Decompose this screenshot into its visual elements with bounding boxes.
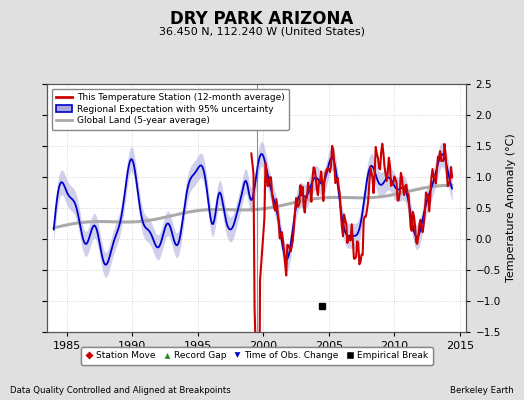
Y-axis label: Temperature Anomaly (°C): Temperature Anomaly (°C) — [506, 134, 516, 282]
Text: Berkeley Earth: Berkeley Earth — [450, 386, 514, 395]
Text: Data Quality Controlled and Aligned at Breakpoints: Data Quality Controlled and Aligned at B… — [10, 386, 231, 395]
Text: 36.450 N, 112.240 W (United States): 36.450 N, 112.240 W (United States) — [159, 26, 365, 36]
Legend: This Temperature Station (12-month average), Regional Expectation with 95% uncer: This Temperature Station (12-month avera… — [52, 88, 289, 130]
Text: DRY PARK ARIZONA: DRY PARK ARIZONA — [170, 10, 354, 28]
Legend: Station Move, Record Gap, Time of Obs. Change, Empirical Break: Station Move, Record Gap, Time of Obs. C… — [81, 347, 432, 365]
